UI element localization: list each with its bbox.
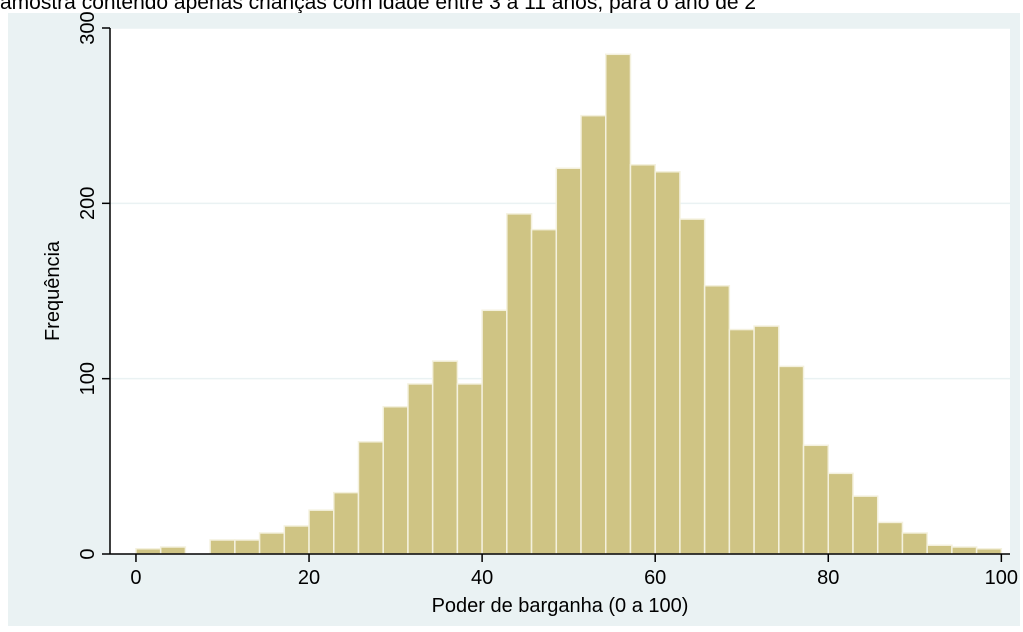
- histogram-bar-17: [555, 167, 582, 555]
- x-tick-label-100: 100: [985, 567, 1018, 589]
- histogram-bar-18: [580, 114, 607, 555]
- x-tick-label-0: 0: [130, 567, 141, 589]
- histogram-bar-9: [357, 441, 384, 555]
- histogram-bar-21: [654, 171, 681, 555]
- histogram-bar-1: [159, 546, 187, 555]
- histogram-bar-32: [926, 544, 953, 555]
- axis-ticks: 0 20 40 60 80 100 0 100 200 300: [77, 11, 1018, 589]
- histogram-bar-4: [234, 539, 261, 555]
- top-caption: amostra contendo apenas crianças com ida…: [0, 0, 757, 14]
- histogram-bar-27: [802, 444, 830, 555]
- histogram-bar-25: [753, 325, 780, 555]
- histogram-bar-26: [778, 365, 805, 555]
- histogram-bar-6: [283, 525, 310, 555]
- x-tick-label-60: 60: [644, 567, 666, 589]
- x-tick-label-20: 20: [298, 567, 320, 589]
- y-tick-label-200: 200: [77, 187, 99, 220]
- histogram-bar-28: [827, 472, 854, 555]
- histogram-bar-15: [506, 213, 533, 555]
- histogram-bar-12: [431, 360, 459, 555]
- x-tick-label-40: 40: [471, 567, 493, 589]
- histogram-bar-0: [135, 547, 162, 555]
- histogram-bar-30: [876, 521, 904, 555]
- histogram-bar-19: [604, 53, 632, 555]
- histogram-bar-16: [530, 228, 558, 555]
- histogram-bar-33: [951, 546, 978, 555]
- y-tick-label-0: 0: [77, 548, 99, 559]
- histogram-bar-31: [901, 532, 928, 555]
- histogram-bar-10: [382, 405, 409, 555]
- histogram-bar-11: [407, 383, 434, 555]
- histogram-bars: [135, 53, 1003, 555]
- histogram-bar-14: [481, 309, 508, 555]
- histogram-bar-20: [629, 164, 656, 555]
- histogram-bar-24: [728, 328, 755, 555]
- x-axis-title: Poder de barganha (0 a 100): [432, 595, 689, 617]
- y-axis-title: Frequência: [42, 240, 64, 341]
- x-tick-label-80: 80: [817, 567, 839, 589]
- histogram-bar-22: [679, 218, 706, 555]
- y-tick-label-300: 300: [77, 11, 99, 44]
- histogram-bar-5: [258, 532, 286, 555]
- y-tick-label-100: 100: [77, 362, 99, 395]
- histogram-bar-7: [308, 509, 335, 555]
- histogram-bar-23: [703, 284, 731, 555]
- histogram-bar-13: [456, 383, 483, 555]
- histogram-bar-3: [209, 539, 236, 555]
- histogram-bar-29: [852, 495, 879, 555]
- histogram-bar-34: [975, 547, 1003, 555]
- histogram-bar-8: [333, 491, 360, 555]
